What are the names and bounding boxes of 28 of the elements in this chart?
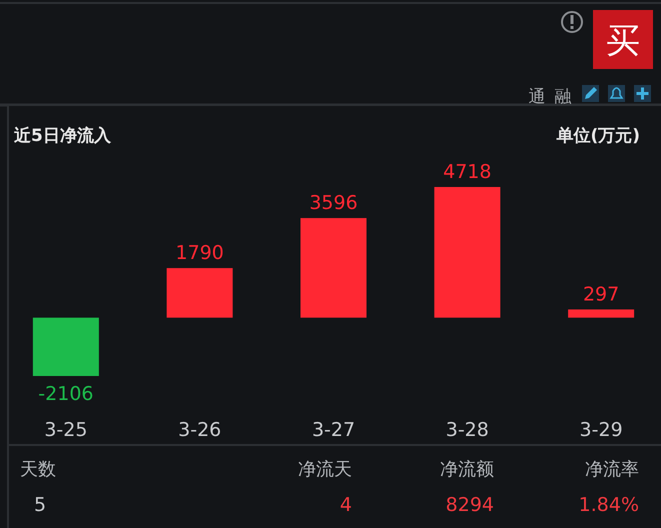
bar	[166, 268, 233, 318]
text: 净流天	[298, 459, 352, 480]
data-label: 1790	[176, 242, 224, 264]
text: 净流率	[585, 459, 639, 480]
x-tick-label: 3-27	[312, 419, 356, 441]
bar	[300, 218, 366, 318]
data-label: -2106	[38, 383, 94, 405]
text: 天数	[20, 459, 56, 480]
text: 8294	[446, 494, 494, 516]
text: 通	[528, 87, 546, 107]
bar	[32, 318, 99, 376]
x-tick-label: 3-28	[446, 419, 489, 441]
text: 5	[34, 494, 46, 516]
x-tick-label: 3-29	[580, 419, 623, 441]
data-label: 297	[582, 283, 620, 306]
text: 融	[554, 87, 572, 107]
text: 4	[340, 494, 352, 516]
text: 净流额	[440, 459, 494, 480]
x-tick-label: 3-25	[44, 419, 88, 441]
text: 1.84%	[578, 494, 639, 516]
chart-title: 近5日净流入	[13, 126, 112, 146]
bar	[434, 187, 500, 318]
data-label: 3596	[309, 192, 358, 214]
bar	[568, 309, 634, 318]
y-axis-title: 单位(万元)	[555, 126, 640, 146]
data-label: 4718	[443, 161, 492, 183]
text: 买	[606, 21, 640, 61]
x-tick-label: 3-26	[178, 419, 222, 441]
